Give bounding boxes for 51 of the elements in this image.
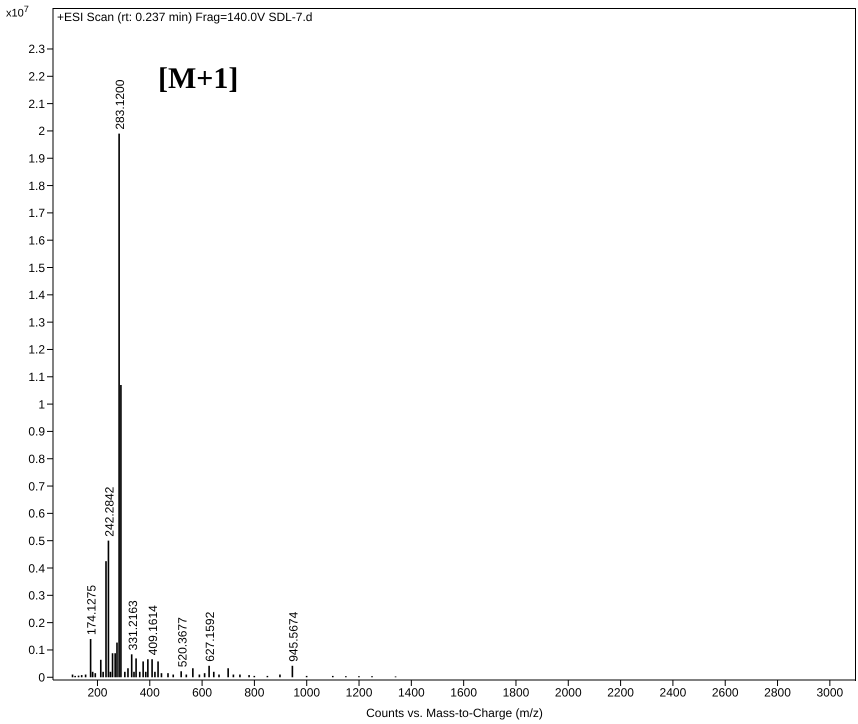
x-tick-label: 1200 [346,686,373,700]
y-tick-label: 2.1 [28,96,46,111]
y-tick-label: 0.8 [28,452,46,466]
y-tick-label: 2 [38,124,46,138]
annotation: 945.5674 [286,611,300,662]
x-tick-label: 2200 [607,686,634,700]
x-tick-label: 1600 [450,686,478,700]
annotation: 331.2163 [126,600,140,650]
y-tick-label: 0.5 [28,534,46,548]
annotation: 627.1592 [203,611,218,662]
annotation: 409.1614 [146,604,160,656]
y-tick-label: 0.1 [28,643,46,658]
x-tick-label: 2600 [712,686,739,700]
x-axis-title: Counts vs. Mass-to-Charge (m/z) [365,706,544,720]
y-tick-label: 0.9 [28,424,46,439]
y-tick-label: 1.1 [28,370,46,384]
annotation: 520.3677 [175,616,190,668]
y-tick-label: 1 [38,397,46,412]
chart-title: +ESI Scan (rt: 0.237 min) Frag=140.0V SDL-7.d [57,10,312,24]
annotation: [M+1] [158,62,238,96]
x-tick-label: 2400 [660,686,687,700]
y-tick-label: 1.6 [28,233,46,248]
y-tick-label: 2.3 [28,42,46,56]
x-tick-label: 1400 [398,686,426,700]
y-tick-label: 0.4 [28,561,46,576]
x-tick-label: 1000 [293,686,320,700]
y-tick-label: 0 [38,670,46,685]
y-tick-label: 0.2 [28,616,46,630]
y-tick-label: 0.3 [28,588,46,603]
y-tick-label: 1.9 [28,152,46,166]
annotation: 242.2842 [102,486,117,537]
y-tick-label: 1.3 [28,315,46,330]
y-tick-label: 1.7 [28,206,46,220]
y-tick-label: 1.4 [28,288,46,302]
y-tick-label: 1.8 [28,178,46,193]
x-tick-label: 1800 [502,686,530,700]
annotation: 174.1275 [84,584,99,636]
x-tick-label: 600 [192,686,212,700]
y-axis-title: x10$^{7}$ [6,4,29,20]
annotation: 283.1200 [113,79,128,130]
x-tick-label: 800 [244,686,265,700]
y-tick-label: 1.5 [28,260,46,275]
y-tick-label: 0.6 [28,506,46,521]
x-tick-label: 2800 [764,686,792,700]
y-tick-label: 1.2 [28,342,46,357]
x-tick-label: 200 [87,686,108,700]
x-tick-label: 400 [140,686,160,700]
x-tick-label: 3000 [816,686,844,700]
y-tick-label: 2.2 [28,70,46,84]
y-tick-label: 0.7 [28,479,46,494]
x-tick-label: 2000 [554,686,582,700]
